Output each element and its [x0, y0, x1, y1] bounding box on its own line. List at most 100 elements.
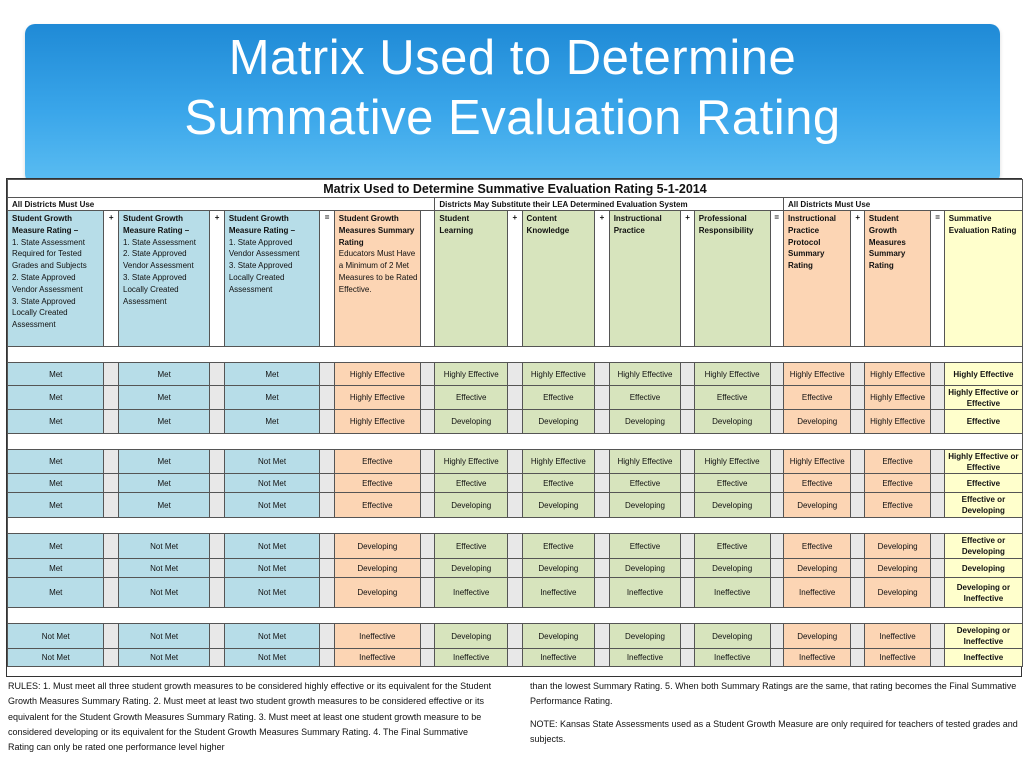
header-title: Content Knowledge	[526, 214, 570, 235]
table-cell: Ineffective	[863, 623, 932, 649]
table-cell: Ineffective	[434, 577, 509, 608]
operator-cell	[769, 385, 785, 410]
header-instructional-practice: Instructional Practice	[608, 210, 682, 347]
operator-cell	[319, 473, 335, 493]
operator-cell	[594, 648, 610, 667]
table-cell: Met	[6, 492, 105, 518]
operator-cell	[594, 473, 610, 493]
operator-cell	[594, 362, 610, 386]
operator-cell	[930, 385, 945, 410]
operator-cell	[319, 533, 335, 559]
operator-cell	[680, 648, 695, 667]
operator-cell	[103, 362, 119, 386]
table-cell: Highly Effective	[863, 362, 932, 386]
operator-cell	[419, 362, 436, 386]
table-cell: Effective	[693, 385, 771, 410]
summative-rating-cell: Highly Effective	[943, 362, 1024, 386]
operator-cell	[680, 558, 695, 578]
table-cell: Effective	[434, 385, 509, 410]
header-title: Professional Responsibility	[698, 214, 754, 235]
table-cell: Effective	[608, 533, 682, 559]
table-cell: Highly Effective	[782, 449, 852, 474]
operator-cell	[594, 385, 610, 410]
table-cell: Not Met	[117, 648, 211, 667]
header-title: Summative Evaluation Rating	[948, 214, 1017, 235]
operator-cell	[209, 558, 225, 578]
operator-cell	[103, 577, 119, 608]
table-row: Met Met Met Highly Effective Effective Effect…	[6, 385, 1024, 410]
table-cell: Effective	[333, 492, 421, 518]
summative-rating-cell: Effective or Developing	[943, 533, 1024, 559]
header-description: Educators Must Have a Minimum of 2 Met M…	[338, 249, 418, 294]
table-cell: Developing	[693, 623, 771, 649]
table-cell: Effective	[693, 473, 771, 493]
table-cell: Not Met	[223, 648, 321, 667]
table-cell: Effective	[782, 473, 852, 493]
header-title: Student Growth Measure Rating –	[12, 214, 79, 235]
operator-cell	[680, 385, 695, 410]
summative-rating-cell: Effective or Developing	[943, 492, 1024, 518]
operator-cell	[850, 558, 865, 578]
table-cell: Effective	[521, 533, 596, 559]
group-label-left: All Districts Must Use	[6, 197, 436, 211]
operator-cell	[103, 449, 119, 474]
header-sgm-summary-rating: Student Growth Measures Summary Rating Ed…	[333, 210, 421, 347]
operator-cell	[319, 648, 335, 667]
header-title: Student Growth Measures Summary Rating	[338, 214, 415, 247]
table-row: Met Met Met Highly Effective Highly Effectiv…	[6, 362, 1024, 386]
table-cell: Developing	[434, 492, 509, 518]
header-sgm-rating-1: Student Growth Measure Rating –1. State …	[6, 210, 105, 347]
table-cell: Highly Effective	[693, 449, 771, 474]
operator-cell	[850, 577, 865, 608]
operator-cell	[769, 473, 785, 493]
operator-cell	[419, 385, 436, 410]
table-cell: Developing	[521, 409, 596, 434]
operator-cell	[507, 385, 523, 410]
operator-cell	[850, 492, 865, 518]
operator-symbol	[419, 210, 436, 347]
operator-cell	[507, 577, 523, 608]
operator-cell	[507, 492, 523, 518]
operator-cell	[680, 473, 695, 493]
table-cell: Developing	[863, 558, 932, 578]
operator-cell	[930, 449, 945, 474]
table-cell: Effective	[608, 473, 682, 493]
table-cell: Effective	[434, 533, 509, 559]
table-cell: Met	[223, 362, 321, 386]
header-title: Student Growth Measure Rating –	[123, 214, 190, 235]
table-cell: Developing	[782, 409, 852, 434]
table-cell: Met	[6, 577, 105, 608]
table-cell: Met	[6, 385, 105, 410]
table-cell: Developing	[608, 558, 682, 578]
spacer-row	[7, 517, 1023, 534]
operator-cell	[103, 623, 119, 649]
table-cell: Developing	[434, 623, 509, 649]
table-cell: Not Met	[117, 558, 211, 578]
table-cell: Developing	[434, 558, 509, 578]
operator-cell	[930, 533, 945, 559]
operator-cell	[769, 449, 785, 474]
table-cell: Met	[117, 473, 211, 493]
spacer-row	[7, 433, 1023, 450]
table-cell: Ineffective	[693, 648, 771, 667]
summative-rating-cell: Highly Effective or Effective	[943, 385, 1024, 410]
slide-title: Matrix Used to Determine Summative Evalu…	[184, 31, 841, 145]
operator-symbol: +	[594, 210, 610, 347]
header-summative-evaluation-rating: Summative Evaluation Rating	[943, 210, 1024, 347]
operator-cell	[680, 492, 695, 518]
operator-symbol: =	[769, 210, 785, 347]
table-cell: Ineffective	[608, 577, 682, 608]
operator-cell	[769, 533, 785, 559]
table-row: Met Not Met Not Met Developing Effective Effe…	[6, 533, 1024, 559]
operator-cell	[209, 385, 225, 410]
table-cell: Highly Effective	[333, 362, 421, 386]
operator-cell	[850, 409, 865, 434]
table-cell: Developing	[521, 558, 596, 578]
table-cell: Not Met	[6, 648, 105, 667]
column-header-row: Student Growth Measure Rating –1. State …	[6, 210, 1024, 347]
operator-symbol: +	[209, 210, 225, 347]
table-cell: Not Met	[6, 623, 105, 649]
table-cell: Met	[6, 409, 105, 434]
operator-cell	[850, 473, 865, 493]
operator-cell	[507, 362, 523, 386]
